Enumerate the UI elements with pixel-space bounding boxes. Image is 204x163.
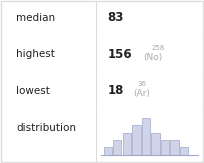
FancyBboxPatch shape	[123, 133, 131, 155]
Text: distribution: distribution	[16, 123, 76, 133]
Text: (No): (No)	[143, 53, 163, 62]
FancyBboxPatch shape	[103, 148, 112, 155]
FancyBboxPatch shape	[170, 140, 179, 155]
FancyBboxPatch shape	[161, 140, 169, 155]
FancyBboxPatch shape	[113, 140, 121, 155]
Text: (Ar): (Ar)	[133, 89, 150, 98]
FancyBboxPatch shape	[151, 133, 160, 155]
Text: 156: 156	[108, 48, 132, 61]
Text: 258: 258	[152, 45, 165, 51]
Text: 83: 83	[108, 11, 124, 24]
FancyBboxPatch shape	[132, 126, 141, 155]
FancyBboxPatch shape	[180, 148, 188, 155]
Text: lowest: lowest	[16, 86, 50, 96]
Text: median: median	[16, 13, 55, 23]
Text: highest: highest	[16, 49, 55, 59]
Text: 18: 18	[108, 84, 124, 97]
Text: 36: 36	[137, 81, 146, 87]
FancyBboxPatch shape	[142, 118, 150, 155]
